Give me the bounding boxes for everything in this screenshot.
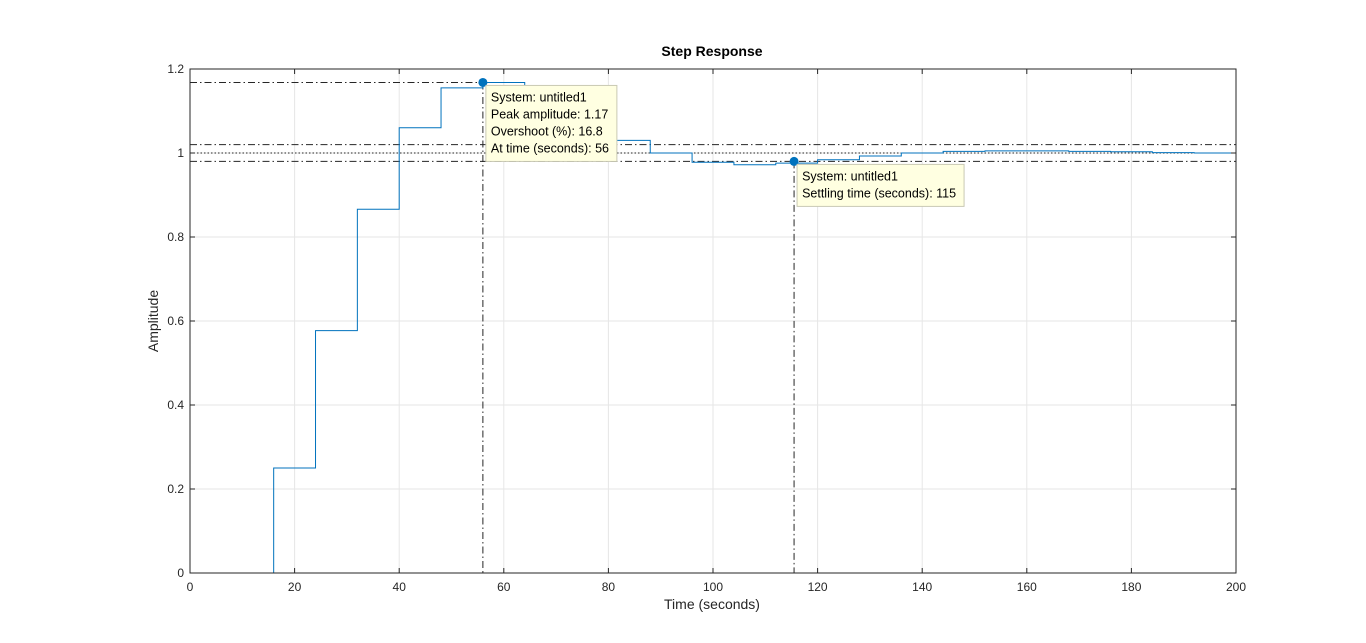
y-tick-label: 0	[177, 566, 184, 580]
datatip-text: At time (seconds): 56	[491, 141, 609, 155]
x-tick-label: 200	[1226, 580, 1246, 594]
x-axis-label: Time (seconds)	[664, 596, 760, 612]
y-tick-label: 0.6	[167, 314, 184, 328]
datatip-text: Overshoot (%): 16.8	[491, 124, 603, 138]
datatip-box: System: untitled1 Settling time (seconds)…	[796, 163, 965, 207]
x-tick-label: 20	[288, 580, 302, 594]
y-tick-label: 0.8	[167, 230, 184, 244]
y-tick-label: 1.2	[167, 62, 184, 76]
datatip-marker	[789, 156, 799, 166]
x-tick-label: 60	[497, 580, 511, 594]
chart-title: Step Response	[661, 43, 762, 59]
datatip-text: System: untitled1	[491, 90, 587, 104]
x-tick-label: 0	[187, 580, 194, 594]
y-axis-label: Amplitude	[145, 290, 161, 352]
x-tick-label: 100	[703, 580, 723, 594]
datatip-background	[485, 84, 618, 162]
datatip-text: Settling time (seconds): 115	[802, 186, 956, 200]
step-response-line	[190, 81, 1236, 574]
x-tick-label: 40	[393, 580, 407, 594]
x-tick-label: 180	[1121, 580, 1141, 594]
y-tick-label: 1	[177, 146, 184, 160]
y-tick-label: 0.4	[167, 398, 184, 412]
datatip-box: System: untitled1 Peak amplitude: 1.17 Ove…	[485, 84, 618, 162]
x-tick-label: 120	[808, 580, 828, 594]
datatip-marker	[478, 77, 488, 87]
x-tick-label: 160	[1017, 580, 1037, 594]
x-tick-label: 140	[912, 580, 932, 594]
datatip-text: Peak amplitude: 1.17	[491, 107, 608, 121]
datatip-text: System: untitled1	[802, 169, 898, 183]
y-tick-label: 0.2	[167, 482, 184, 496]
plot-area[interactable]: 0 20 40 60 80 100 120 140 160 180 200 0 0.2 0.4 0.6 0.8…	[167, 62, 1246, 594]
x-tick-label: 80	[602, 580, 616, 594]
datatip-background	[796, 163, 965, 207]
